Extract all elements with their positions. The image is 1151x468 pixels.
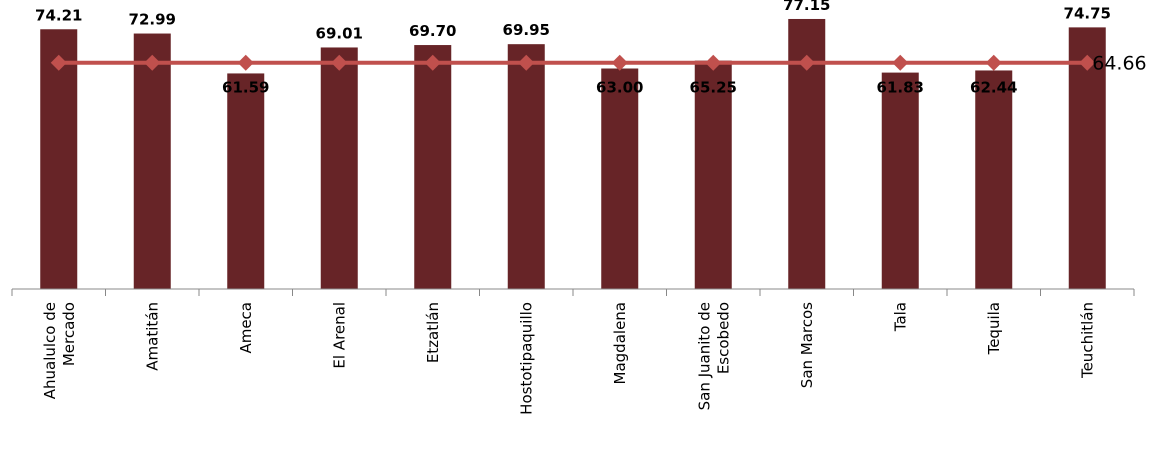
bar <box>414 45 452 289</box>
bar <box>601 68 639 289</box>
average-marker <box>705 54 722 71</box>
category-label: Amatitán <box>143 302 161 371</box>
category-label: Hostotipaquillo <box>517 302 535 415</box>
bars-group <box>40 18 1106 290</box>
bar-value-label: 72.99 <box>129 11 176 29</box>
bar <box>881 72 919 289</box>
bar-value-label: 65.25 <box>690 79 737 97</box>
average-marker <box>50 54 67 71</box>
category-labels-group: Ahualulco deMercado Amatitán Ameca El Arena… <box>41 302 1097 415</box>
category-label: Tequila <box>985 302 1003 355</box>
average-value-label: 64.66 <box>1092 53 1146 75</box>
category-label: Ameca <box>237 302 255 354</box>
category-label: San Marcos <box>798 302 816 388</box>
bar <box>507 44 545 289</box>
average-marker <box>424 54 441 71</box>
average-marker <box>611 54 628 71</box>
bar <box>133 33 171 289</box>
bar <box>1068 27 1106 289</box>
bar <box>694 60 732 289</box>
category-label: El Arenal <box>330 302 348 369</box>
bar-value-label: 61.83 <box>877 79 924 97</box>
bar-value-label: 63.00 <box>596 79 643 97</box>
bar <box>320 47 358 290</box>
average-marker <box>144 54 161 71</box>
bar-value-label: 77.15 <box>783 0 830 14</box>
bar-value-label: 62.44 <box>970 79 1017 97</box>
bar-value-label: 69.95 <box>503 21 550 39</box>
average-marker <box>237 54 254 71</box>
average-marker <box>518 54 535 71</box>
category-label: Teuchitlán <box>1078 302 1096 379</box>
bar-value-label: 69.70 <box>409 22 456 40</box>
category-label: Ahualulco deMercado <box>41 302 78 399</box>
x-axis <box>11 288 1135 296</box>
average-marker <box>331 54 348 71</box>
data-labels-group: 74.21 72.99 61.59 69.01 69.70 69.95 63.00 65.25… <box>35 0 1147 97</box>
bar-value-label: 74.75 <box>1064 4 1111 22</box>
average-marker <box>1079 54 1096 71</box>
bar-value-label: 61.59 <box>222 79 269 97</box>
category-label: San Juanito deEscobedo <box>695 302 732 410</box>
average-marker <box>798 54 815 71</box>
bar <box>227 73 265 289</box>
bar-value-label: 74.21 <box>35 6 82 24</box>
bar-value-label: 69.01 <box>316 24 363 42</box>
average-series <box>50 54 1096 71</box>
average-marker <box>985 54 1002 71</box>
category-label: Etzatlán <box>424 302 442 363</box>
bar <box>40 29 78 289</box>
average-marker <box>892 54 909 71</box>
category-label: Tala <box>891 302 909 332</box>
bar <box>975 70 1013 290</box>
category-label: Magdalena <box>611 302 629 384</box>
